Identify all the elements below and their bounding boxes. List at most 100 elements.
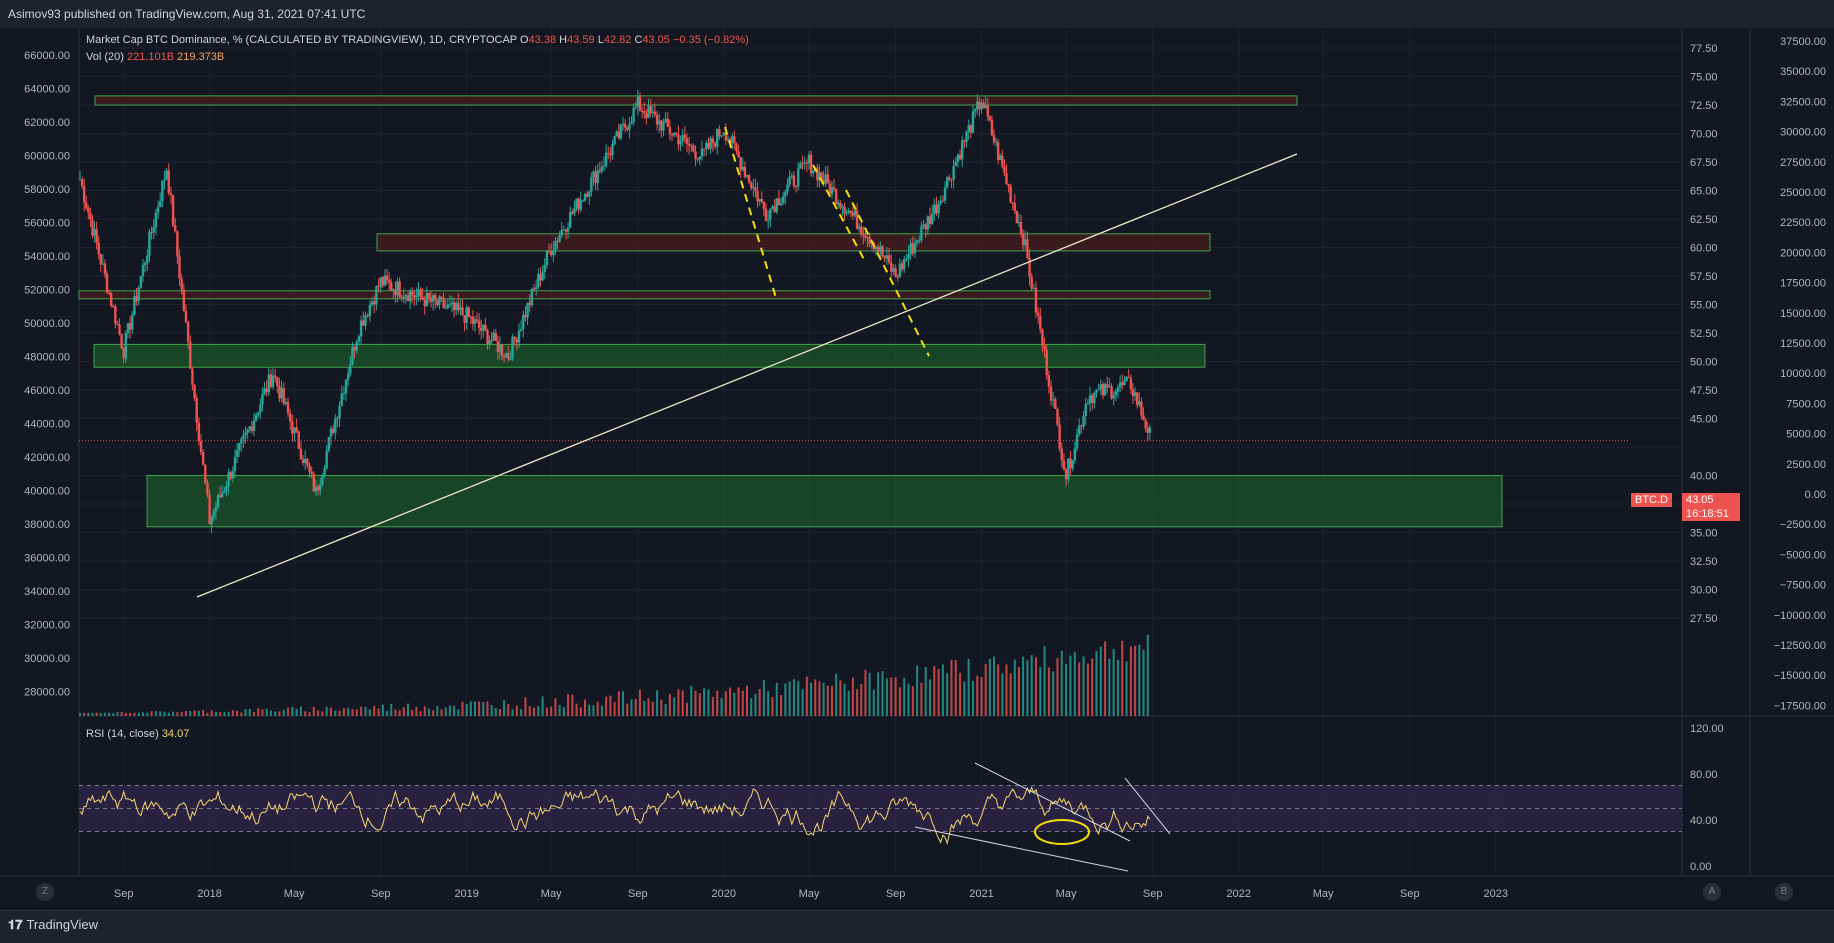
volume-bar [486,701,489,716]
tradingview-logo[interactable]: 𝟏𝟕 TradingView [8,917,98,933]
candle-down [645,113,648,119]
candle-down [711,138,715,144]
candle-up [909,243,912,255]
right-axis-label: 52.50 [1690,328,1718,340]
volume-bar [453,705,456,716]
candle-down [394,289,397,296]
candle-down [502,355,506,358]
price-candles [78,90,1630,533]
volume-bar [694,690,697,716]
candle-up [679,141,682,145]
candle-up [716,129,719,147]
candle-up [554,240,557,251]
candle-up [581,200,585,202]
candle-down [685,138,689,144]
volume-bar [223,712,226,716]
volume-bar [274,711,277,716]
candle-down [105,273,109,293]
zoom-reset-button[interactable]: Z [36,883,54,901]
candle-down [794,186,798,188]
volume-bar [810,682,813,716]
candle-up [807,154,811,164]
candle-down [1058,424,1061,449]
candle-down [1129,377,1133,390]
candle-up [552,250,555,256]
candle-up [408,291,412,302]
candle-up [562,229,566,231]
candle-up [492,332,495,341]
volume-bar [265,708,268,716]
left-axis-label: 42000.00 [24,452,70,464]
chart-area[interactable]: 66000.00 64000.00 62000.00 60000.00 58000.00… [0,28,1834,910]
candle-down [826,174,830,184]
zone-green [93,343,1206,368]
volume-bar [839,680,842,716]
volume-bar [494,708,497,716]
candle-down [176,231,179,257]
candle-down [85,202,88,209]
candle-up [657,120,661,125]
high-value: 43.59 [567,34,595,46]
volume-bar [933,665,936,716]
far-right-axis-label: 5000.00 [1786,429,1826,441]
far-right-axis-label: 27500.00 [1780,157,1826,169]
far-right-axis-label: −5000.00 [1780,549,1826,561]
right-axis-label: 67.50 [1690,157,1718,169]
candle-down [193,384,196,399]
left-axis-label: 62000.00 [24,117,70,129]
candle-up [351,346,354,365]
candle-down [109,293,113,307]
candle-up [700,148,704,157]
volume-bar [386,710,389,716]
candle-down [114,306,117,324]
volume-bar [1125,661,1128,716]
far-right-axis-label: −2500.00 [1780,519,1826,531]
candle-down [310,471,313,474]
candle-down [1019,222,1023,235]
candle-down [1021,234,1025,246]
time-axis-label: 2018 [197,888,221,900]
left-axis-label: 58000.00 [24,184,70,196]
volume-bar [124,712,127,716]
candle-down [792,175,796,187]
volume-bar [762,679,765,716]
far-right-axis-label: −7500.00 [1780,580,1826,592]
volume-bar [541,696,544,716]
far-right-axis-label: −12500.00 [1774,640,1826,652]
candle-down [1047,375,1051,387]
candle-up [628,124,631,130]
candle-up [271,375,275,387]
rsi-trendline-upper [974,762,1131,842]
candle-down [887,255,891,263]
candle-down [754,187,757,191]
log-scale-button[interactable]: B [1775,883,1793,901]
candle-up [425,292,429,307]
footer-brand: TradingView [26,917,99,932]
candle-down [694,151,697,159]
channel-dashed-line [812,164,867,264]
volume-bar [575,703,578,716]
volume-bar [1082,656,1085,716]
volume-bar [515,705,518,716]
auto-scale-button[interactable]: A [1703,883,1721,901]
volume-bar [894,677,897,716]
candle-up [1112,395,1115,399]
candle-down [89,212,92,220]
volume-bar [248,708,251,716]
candle-up [961,140,964,160]
candle-down [500,344,504,356]
volume-bar [381,704,384,716]
volume-bar [703,688,706,716]
candle-up [933,204,936,214]
candle-down [670,133,674,136]
right-axis-label: 35.00 [1690,528,1718,540]
candle-up [537,273,540,288]
candle-up [1125,376,1128,382]
candle-up [771,206,774,209]
candle-down [948,177,951,180]
candle-down [1110,386,1113,399]
candle-down [598,170,602,172]
candle-down [421,297,424,300]
candle-up [225,486,228,491]
candle-down [362,320,365,326]
